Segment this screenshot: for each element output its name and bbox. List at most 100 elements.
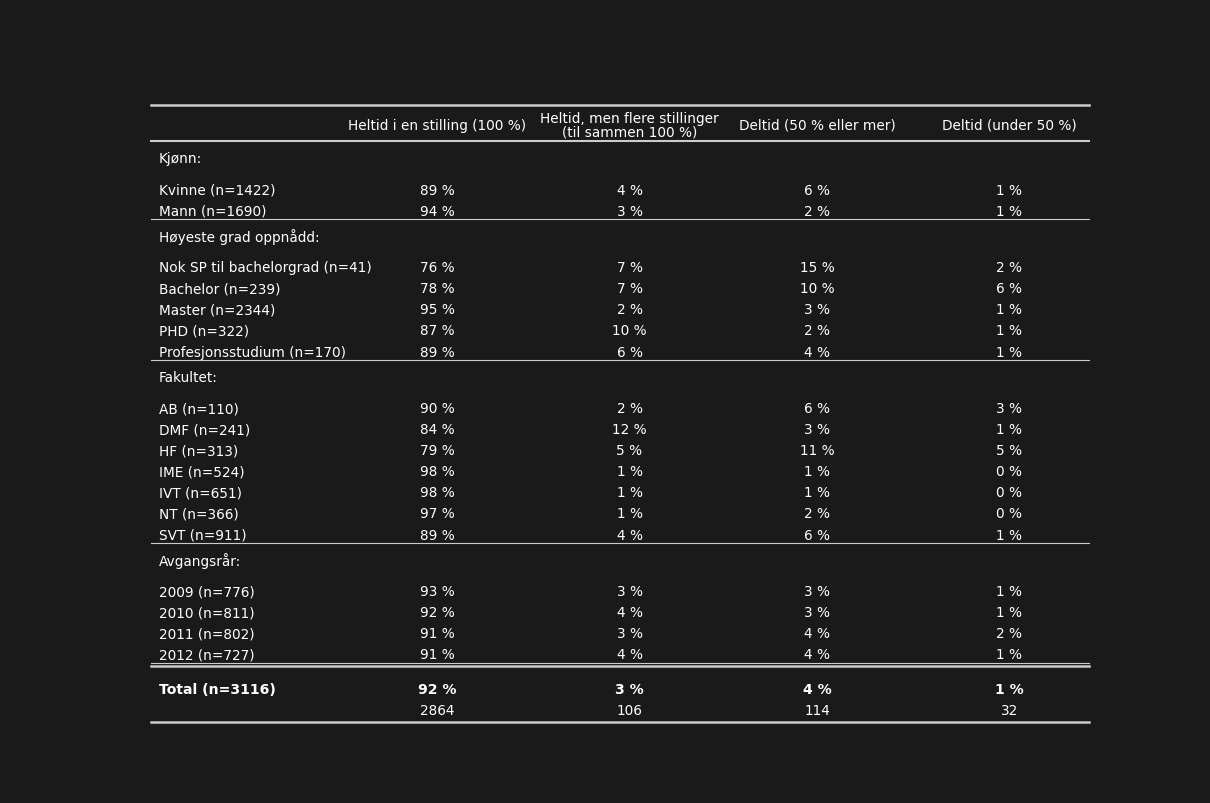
Text: 10 %: 10 % <box>800 282 835 296</box>
Text: 1 %: 1 % <box>996 422 1022 437</box>
Text: 3 %: 3 % <box>805 585 830 598</box>
Text: PHD (n=322): PHD (n=322) <box>159 324 249 338</box>
Text: Kvinne (n=1422): Kvinne (n=1422) <box>159 183 275 198</box>
Text: Kjønn:: Kjønn: <box>159 152 202 165</box>
Text: 1 %: 1 % <box>996 585 1022 598</box>
Text: 4 %: 4 % <box>802 683 831 696</box>
Text: 2 %: 2 % <box>617 402 643 416</box>
Text: 1 %: 1 % <box>805 486 830 499</box>
Text: 89 %: 89 % <box>420 345 455 359</box>
Text: 3 %: 3 % <box>617 585 643 598</box>
Text: 1 %: 1 % <box>996 528 1022 542</box>
Text: 84 %: 84 % <box>420 422 455 437</box>
Text: 1 %: 1 % <box>805 465 830 479</box>
Text: 2010 (n=811): 2010 (n=811) <box>159 605 254 620</box>
Text: 98 %: 98 % <box>420 465 455 479</box>
Text: 89 %: 89 % <box>420 528 455 542</box>
Text: 1 %: 1 % <box>995 683 1024 696</box>
Text: Total (n=3116): Total (n=3116) <box>159 683 276 696</box>
Text: 3 %: 3 % <box>617 205 643 218</box>
Text: 11 %: 11 % <box>800 444 835 458</box>
Text: 91 %: 91 % <box>420 647 455 662</box>
Text: 2864: 2864 <box>420 703 455 717</box>
Text: 32: 32 <box>1001 703 1018 717</box>
Text: (til sammen 100 %): (til sammen 100 %) <box>561 125 697 139</box>
Text: 10 %: 10 % <box>612 324 647 338</box>
Text: 3 %: 3 % <box>805 303 830 317</box>
Text: 2011 (n=802): 2011 (n=802) <box>159 626 254 641</box>
Text: 1 %: 1 % <box>617 465 643 479</box>
Text: Høyeste grad oppnådd:: Høyeste grad oppnådd: <box>159 229 319 244</box>
Text: Profesjonsstudium (n=170): Profesjonsstudium (n=170) <box>159 345 346 359</box>
Text: 2 %: 2 % <box>996 261 1022 275</box>
Text: SVT (n=911): SVT (n=911) <box>159 528 247 542</box>
Text: 92 %: 92 % <box>417 683 456 696</box>
Text: 4 %: 4 % <box>617 183 643 198</box>
Text: 2 %: 2 % <box>617 303 643 317</box>
Text: 7 %: 7 % <box>617 261 643 275</box>
Text: 1 %: 1 % <box>996 303 1022 317</box>
Text: 1 %: 1 % <box>996 183 1022 198</box>
Text: 3 %: 3 % <box>805 605 830 620</box>
Text: 1 %: 1 % <box>996 345 1022 359</box>
Text: 4 %: 4 % <box>617 605 643 620</box>
Text: Nok SP til bachelorgrad (n=41): Nok SP til bachelorgrad (n=41) <box>159 261 371 275</box>
Text: 1 %: 1 % <box>996 605 1022 620</box>
Text: 1 %: 1 % <box>617 507 643 521</box>
Text: Deltid (50 % eller mer): Deltid (50 % eller mer) <box>738 119 895 132</box>
Text: 4 %: 4 % <box>805 345 830 359</box>
Text: 7 %: 7 % <box>617 282 643 296</box>
Text: 4 %: 4 % <box>617 647 643 662</box>
Text: 4 %: 4 % <box>805 626 830 641</box>
Text: 0 %: 0 % <box>996 486 1022 499</box>
Text: NT (n=366): NT (n=366) <box>159 507 238 521</box>
Text: 4 %: 4 % <box>805 647 830 662</box>
Text: 6 %: 6 % <box>805 402 830 416</box>
Text: HF (n=313): HF (n=313) <box>159 444 238 458</box>
Text: 0 %: 0 % <box>996 507 1022 521</box>
Text: Master (n=2344): Master (n=2344) <box>159 303 275 317</box>
Text: 1 %: 1 % <box>996 647 1022 662</box>
Text: 3 %: 3 % <box>805 422 830 437</box>
Text: Fakultet:: Fakultet: <box>159 370 218 384</box>
Text: 78 %: 78 % <box>420 282 455 296</box>
Text: 0 %: 0 % <box>996 465 1022 479</box>
Text: 4 %: 4 % <box>617 528 643 542</box>
Text: 2009 (n=776): 2009 (n=776) <box>159 585 254 598</box>
Text: 93 %: 93 % <box>420 585 455 598</box>
Text: 2 %: 2 % <box>805 324 830 338</box>
Text: 76 %: 76 % <box>420 261 455 275</box>
Text: 6 %: 6 % <box>805 183 830 198</box>
Text: 91 %: 91 % <box>420 626 455 641</box>
Text: 97 %: 97 % <box>420 507 455 521</box>
Text: Heltid, men flere stillinger: Heltid, men flere stillinger <box>540 112 719 126</box>
Text: IVT (n=651): IVT (n=651) <box>159 486 242 499</box>
Text: 6 %: 6 % <box>805 528 830 542</box>
Text: 2012 (n=727): 2012 (n=727) <box>159 647 254 662</box>
Text: 95 %: 95 % <box>420 303 455 317</box>
Text: 1 %: 1 % <box>996 205 1022 218</box>
Text: AB (n=110): AB (n=110) <box>159 402 238 416</box>
Text: 106: 106 <box>617 703 643 717</box>
Text: 92 %: 92 % <box>420 605 455 620</box>
Text: 87 %: 87 % <box>420 324 455 338</box>
Text: 12 %: 12 % <box>612 422 647 437</box>
Text: IME (n=524): IME (n=524) <box>159 465 244 479</box>
Text: 94 %: 94 % <box>420 205 455 218</box>
Text: 79 %: 79 % <box>420 444 455 458</box>
Text: Deltid (under 50 %): Deltid (under 50 %) <box>941 119 1077 132</box>
Text: Mann (n=1690): Mann (n=1690) <box>159 205 266 218</box>
Text: 5 %: 5 % <box>616 444 643 458</box>
Text: 98 %: 98 % <box>420 486 455 499</box>
Text: Avgangsrår:: Avgangsrår: <box>159 552 241 568</box>
Text: 1 %: 1 % <box>617 486 643 499</box>
Text: DMF (n=241): DMF (n=241) <box>159 422 250 437</box>
Text: 114: 114 <box>805 703 830 717</box>
Text: 2 %: 2 % <box>805 507 830 521</box>
Text: 6 %: 6 % <box>996 282 1022 296</box>
Text: 2 %: 2 % <box>805 205 830 218</box>
Text: 15 %: 15 % <box>800 261 835 275</box>
Text: 3 %: 3 % <box>996 402 1022 416</box>
Text: 5 %: 5 % <box>996 444 1022 458</box>
Text: 6 %: 6 % <box>617 345 643 359</box>
